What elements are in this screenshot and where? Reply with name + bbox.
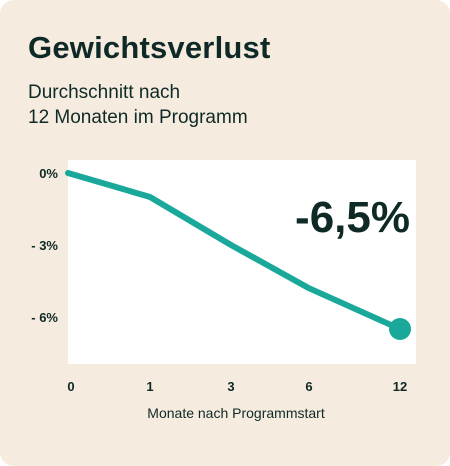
- x-axis-title: Monate nach Programmstart: [147, 405, 325, 421]
- data-point: [228, 242, 234, 248]
- highlight-value: -6,5%: [295, 193, 410, 242]
- x-tick-label: 12: [393, 379, 407, 394]
- y-tick-label: - 6%: [31, 310, 58, 325]
- chart-title: Gewichtsverlust: [28, 30, 271, 65]
- subtitle-line-1: Durchschnitt nach: [28, 82, 181, 103]
- data-point: [306, 285, 312, 291]
- plot-area: [68, 160, 416, 364]
- x-tick-label: 3: [227, 379, 234, 394]
- y-tick-label: 0%: [39, 166, 58, 181]
- series-line: [65, 170, 403, 332]
- y-tick-label: - 3%: [31, 238, 58, 253]
- data-point: [147, 194, 153, 200]
- endpoint-marker: [389, 318, 411, 340]
- subtitle-line-2: 12 Monaten im Programm: [28, 107, 248, 128]
- x-tick-label: 1: [146, 379, 153, 394]
- chart-subtitle: Durchschnitt nach 12 Monaten im Programm: [28, 80, 428, 130]
- x-tick-label: 6: [305, 379, 312, 394]
- data-point: [65, 170, 71, 176]
- x-tick-label: 0: [67, 379, 74, 394]
